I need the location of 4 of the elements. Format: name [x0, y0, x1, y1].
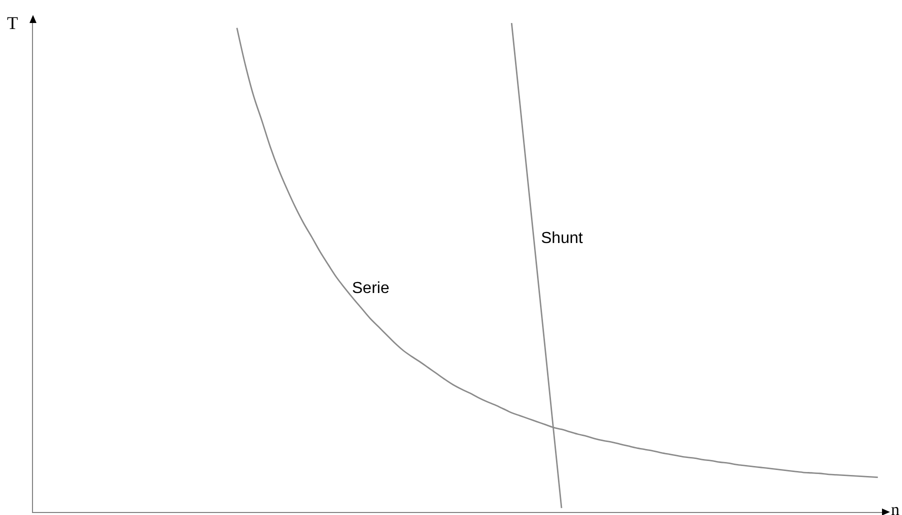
series-label: Shunt [541, 230, 584, 247]
x-axis-title: n [891, 500, 900, 515]
series-label: Serie [352, 280, 390, 297]
y-axis-title: T [7, 13, 18, 33]
